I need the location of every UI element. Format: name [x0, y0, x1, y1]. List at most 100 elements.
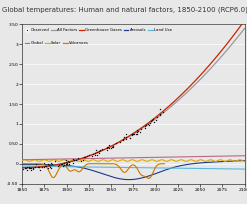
Point [134, 132, 138, 135]
Point [43, 164, 47, 167]
Point [121, 137, 125, 141]
Point [53, 160, 57, 163]
Point [153, 120, 157, 123]
Point [90, 154, 94, 157]
Point [34, 163, 38, 166]
Point [31, 167, 35, 170]
Point [65, 162, 69, 165]
Point [136, 129, 140, 132]
Point [144, 126, 147, 129]
Point [95, 153, 99, 156]
Point [95, 151, 99, 154]
Point [158, 113, 162, 116]
Point [60, 163, 64, 166]
Point [82, 155, 86, 159]
Point [71, 157, 75, 161]
Point [40, 165, 44, 168]
Point [67, 160, 71, 163]
Point [139, 128, 143, 131]
Point [130, 132, 134, 135]
Point [155, 115, 159, 118]
Point [105, 146, 109, 149]
Point [25, 165, 29, 169]
Point [98, 149, 102, 152]
Point [124, 137, 128, 141]
Point [149, 120, 153, 123]
Point [42, 161, 46, 164]
Point [66, 159, 70, 162]
Point [29, 168, 33, 171]
Point [37, 165, 41, 168]
Point [24, 167, 28, 170]
Point [147, 124, 151, 127]
Point [57, 163, 61, 167]
Point [106, 145, 110, 148]
Point [111, 145, 115, 149]
Point [21, 167, 25, 170]
Point [31, 166, 35, 170]
Point [146, 122, 150, 126]
Point [161, 110, 165, 113]
Point [81, 158, 85, 162]
Point [46, 163, 50, 166]
Point [66, 162, 70, 166]
Point [83, 155, 87, 159]
Point [63, 163, 67, 166]
Point [154, 119, 158, 122]
Point [109, 146, 113, 149]
Point [59, 162, 63, 165]
Point [87, 154, 91, 157]
Point [31, 166, 35, 169]
Point [107, 146, 111, 149]
Point [124, 133, 128, 136]
Point [76, 157, 80, 160]
Point [121, 139, 125, 142]
Point [25, 168, 29, 172]
Point [62, 164, 65, 167]
Point [158, 108, 162, 111]
Point [124, 136, 128, 139]
Point [93, 153, 97, 156]
Point [40, 165, 44, 168]
Point [107, 143, 111, 146]
Point [100, 147, 104, 150]
Point [144, 124, 148, 127]
Point [150, 119, 154, 122]
Point [128, 136, 132, 139]
Point [115, 142, 119, 145]
Point [118, 140, 122, 143]
Point [46, 163, 50, 166]
Point [42, 165, 46, 168]
Point [132, 132, 136, 135]
Point [111, 144, 115, 147]
Point [110, 146, 114, 149]
Point [38, 168, 41, 172]
Point [49, 166, 53, 170]
Point [56, 164, 60, 168]
Point [48, 162, 52, 165]
Point [151, 117, 155, 120]
Point [50, 163, 54, 166]
Point [135, 131, 139, 134]
Point [27, 166, 31, 169]
Point [158, 113, 162, 117]
Point [98, 152, 102, 155]
Point [105, 145, 109, 148]
Point [135, 133, 139, 136]
Point [47, 163, 51, 166]
Point [122, 136, 126, 139]
Point [93, 152, 97, 155]
Point [62, 163, 66, 166]
Point [130, 134, 134, 137]
Point [85, 154, 89, 158]
Legend: Global, Solar, Volcanoes: Global, Solar, Volcanoes [24, 41, 89, 45]
Point [65, 161, 69, 165]
Point [62, 162, 66, 165]
Point [156, 115, 160, 118]
Point [72, 159, 76, 162]
Point [138, 130, 142, 133]
Point [104, 148, 108, 152]
Point [94, 149, 98, 152]
Point [71, 162, 75, 165]
Point [147, 121, 151, 124]
